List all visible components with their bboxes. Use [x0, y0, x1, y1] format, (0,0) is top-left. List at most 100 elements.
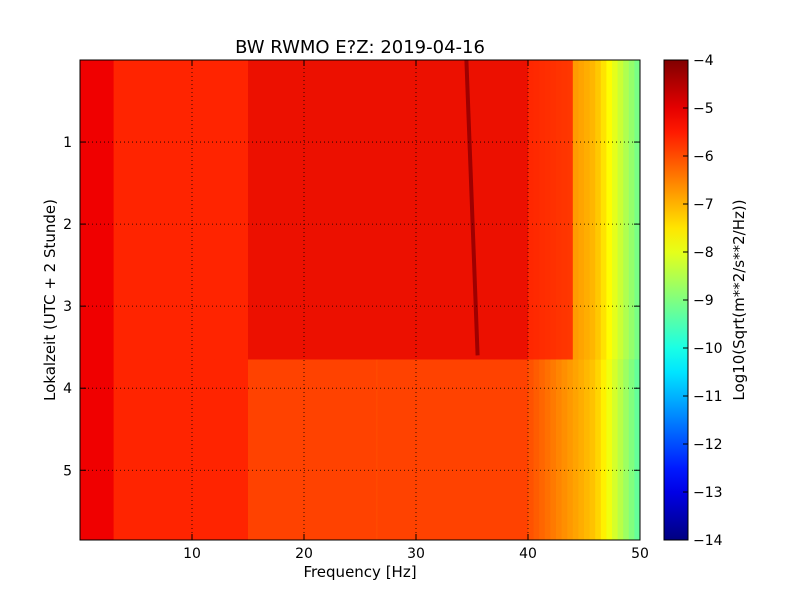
heatmap-column — [91, 60, 98, 360]
heatmap-column — [628, 60, 635, 360]
heatmap-column — [186, 60, 193, 360]
heatmap-column — [214, 359, 221, 540]
heatmap-column — [393, 359, 400, 540]
heatmap-column — [276, 359, 283, 540]
heatmap-column — [186, 359, 193, 540]
heatmap-column — [309, 359, 316, 540]
heatmap-column — [80, 359, 87, 540]
heatmap-column — [220, 359, 227, 540]
heatmap-column — [326, 359, 333, 540]
heatmap-column — [119, 60, 126, 360]
heatmap-column — [584, 60, 591, 360]
heatmap-column — [584, 359, 591, 540]
heatmap-column — [208, 359, 215, 540]
heatmap-column — [130, 359, 137, 540]
heatmap-band — [248, 60, 528, 360]
colorbar-tick-label: −5 — [693, 101, 714, 117]
heatmap-column — [427, 359, 434, 540]
heatmap-features — [248, 60, 573, 540]
heatmap-column — [108, 60, 115, 360]
heatmap-column — [628, 359, 635, 540]
heatmap-column — [152, 60, 159, 360]
heatmap-column — [192, 60, 199, 360]
heatmap-column — [432, 359, 439, 540]
colorbar-tick-label: −9 — [693, 293, 714, 309]
heatmap-column — [533, 359, 540, 540]
heatmap-column — [220, 60, 227, 360]
colorbar-tick-label: −7 — [693, 197, 714, 213]
heatmap-column — [315, 359, 322, 540]
heatmap-column — [236, 60, 243, 360]
heatmap-column — [242, 359, 249, 540]
heatmap-column — [399, 359, 406, 540]
heatmap-column — [578, 359, 585, 540]
heatmap-column — [169, 60, 176, 360]
heatmap-column — [539, 359, 546, 540]
heatmap-column — [623, 60, 630, 360]
heatmap-column — [511, 359, 518, 540]
y-tick-label: 5 — [63, 463, 72, 479]
heatmap-column — [175, 60, 182, 360]
heatmap-column — [113, 359, 120, 540]
heatmap-column — [119, 359, 126, 540]
heatmap-column — [612, 60, 619, 360]
plot-frame — [79, 59, 641, 541]
heatmap-column — [617, 60, 624, 360]
heatmap-column — [494, 359, 501, 540]
heatmap-column — [91, 359, 98, 540]
heatmap-column — [141, 359, 148, 540]
heatmap-column — [634, 359, 640, 540]
heatmap-column — [96, 359, 103, 540]
heatmap-column — [197, 60, 204, 360]
heatmap-column — [96, 60, 103, 360]
heatmap-column — [572, 60, 579, 360]
colorbar: −4 −5 −6 −7 −8 −9 −10 −11 −12 −13 −14 — [663, 53, 723, 549]
heatmap-band — [528, 60, 573, 360]
colorbar-tick-label: −8 — [693, 245, 714, 261]
heatmap-column — [404, 359, 411, 540]
heatmap-column — [382, 359, 389, 540]
heatmap-column — [634, 60, 640, 360]
y-tick-label: 2 — [63, 217, 72, 233]
heatmap-column — [522, 359, 529, 540]
heatmap-column — [203, 359, 210, 540]
heatmap-column — [617, 359, 624, 540]
heatmap-column — [623, 359, 630, 540]
colorbar-tick-label: −4 — [693, 53, 714, 69]
heatmap-column — [136, 359, 143, 540]
heatmap-column — [108, 359, 115, 540]
x-tick-label: 40 — [519, 546, 537, 562]
heatmap-column — [371, 359, 378, 540]
heatmap-column — [455, 359, 462, 540]
heatmap-column — [225, 359, 232, 540]
heatmap-column — [500, 359, 507, 540]
heatmap-column — [298, 359, 305, 540]
heatmap-column — [612, 359, 619, 540]
heatmap-column — [192, 359, 199, 540]
heatmap-column — [85, 60, 92, 360]
heatmap-column — [578, 60, 585, 360]
grid-lines — [80, 60, 640, 540]
heatmap-column — [242, 60, 249, 360]
heatmap-column — [567, 359, 574, 540]
x-tick-label: 20 — [295, 546, 313, 562]
heatmap-column — [85, 359, 92, 540]
heatmap-column — [348, 359, 355, 540]
x-tick-label: 50 — [631, 546, 649, 562]
colorbar-tick-label: −12 — [693, 437, 723, 453]
heatmap-column — [208, 60, 215, 360]
heatmap-column — [164, 359, 171, 540]
colorbar-tick-label: −6 — [693, 149, 714, 165]
heatmap-column — [589, 359, 596, 540]
heatmap-column — [561, 359, 568, 540]
heatmap-column — [214, 60, 221, 360]
heatmap-column — [180, 60, 187, 360]
heatmap-column — [270, 359, 277, 540]
heatmap-column — [158, 359, 165, 540]
heatmap-column — [292, 359, 299, 540]
heatmap-column — [141, 60, 148, 360]
heatmap-column — [606, 60, 613, 360]
heatmap-column — [466, 359, 473, 540]
heatmap-area — [80, 60, 640, 540]
y-tick-label: 4 — [63, 381, 72, 397]
